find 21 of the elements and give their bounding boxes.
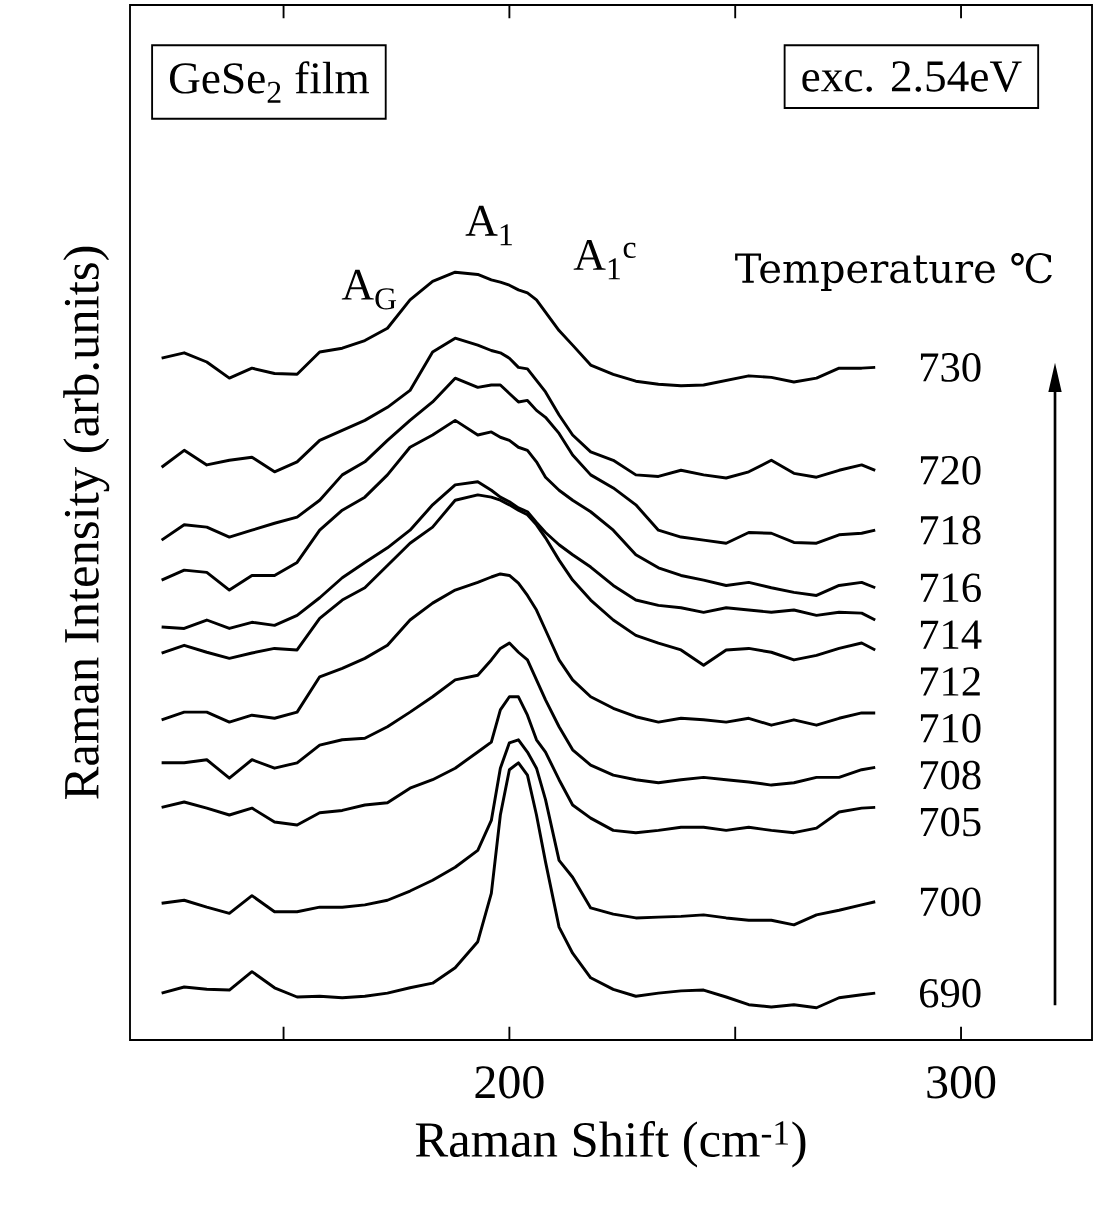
series-label: 716 (920, 573, 981, 603)
series-label: 700 (920, 887, 981, 917)
series-label: 708 (920, 760, 981, 790)
series-label: 714 (920, 620, 982, 649)
y-axis-title: Raman Intensity (arb.units) (63, 246, 110, 799)
series-label: 712 (920, 667, 980, 696)
series-label: 730 (920, 352, 981, 382)
series-label: 720 (920, 455, 981, 485)
series-label: 710 (920, 713, 981, 743)
annotation: A$_{1}$c (573, 239, 636, 280)
x-tick-label: 200 (475, 1066, 544, 1099)
series-label: 705 (920, 807, 981, 837)
series-label: 718 (920, 515, 981, 545)
text: GeSe$_{2}$ film (169, 61, 370, 103)
annotation: A$_{G}$ (341, 269, 397, 310)
x-axis-title: Raman Shift (cm$^{-1}$) (415, 1120, 806, 1168)
text: A$_{1}$ (465, 205, 512, 246)
x-tick-label: 300 (927, 1066, 996, 1099)
text: exc. 2.54eV (802, 61, 1022, 92)
series-label: 690 (920, 978, 981, 1008)
legend-title: Temperature ℃ (735, 253, 1052, 292)
